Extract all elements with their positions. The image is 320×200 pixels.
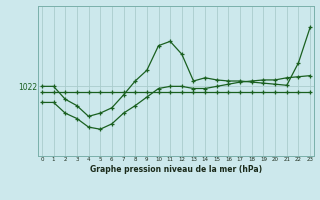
X-axis label: Graphe pression niveau de la mer (hPa): Graphe pression niveau de la mer (hPa) (90, 165, 262, 174)
